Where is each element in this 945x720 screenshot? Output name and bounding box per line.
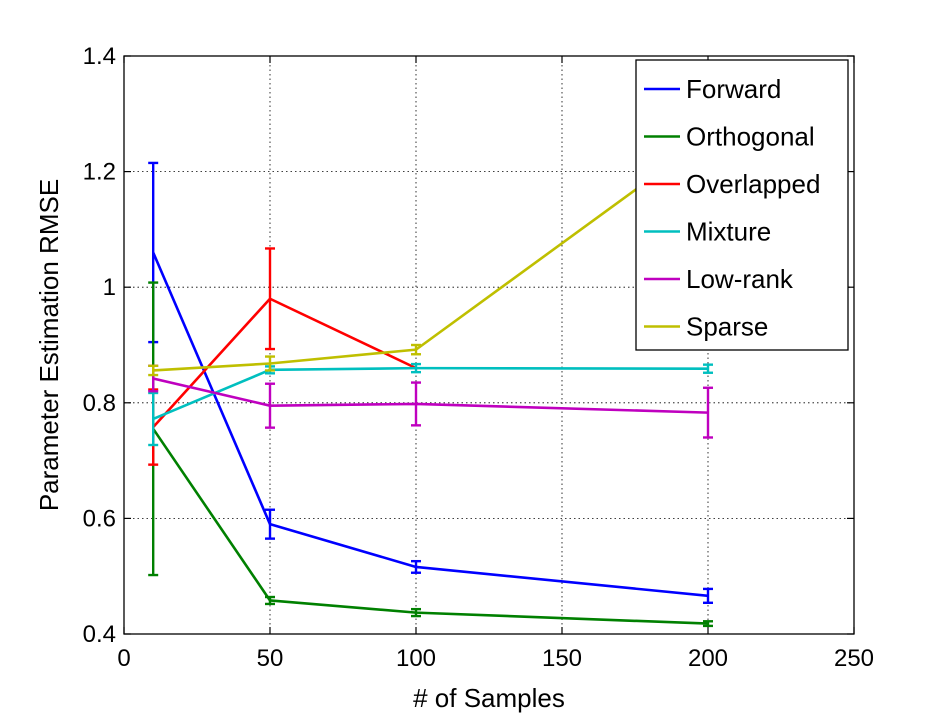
series-line-mixture	[152, 366, 709, 421]
y-tick-label: 1.2	[83, 159, 116, 186]
x-tick-label: 250	[834, 645, 874, 672]
legend-box	[635, 59, 849, 351]
legend-label: Overlapped	[686, 169, 820, 199]
x-tick-label: 100	[396, 645, 436, 672]
y-tick-label: 0.6	[83, 505, 116, 532]
series-line-orthogonal	[152, 428, 709, 625]
series-line-sparse	[153, 135, 709, 372]
series-layer	[148, 135, 713, 628]
legend-item-orthogonal: Orthogonal	[644, 122, 815, 152]
legend-label: Forward	[686, 74, 781, 104]
legend-item-low-rank: Low-rank	[644, 264, 794, 294]
legend-label: Orthogonal	[686, 122, 815, 152]
y-tick-label: 0.8	[83, 390, 116, 417]
axis-ticks: 0 50 100 150 200 250 0.4 0.6 0.8 1 1.2 1.4	[83, 43, 874, 672]
legend-label: Sparse	[686, 312, 768, 342]
x-axis-label: # of Samples	[413, 683, 565, 713]
plot-frame	[123, 55, 855, 635]
y-axis-label: Parameter Estimation RMSE	[34, 179, 64, 511]
legend-item-mixture: Mixture	[644, 217, 771, 247]
y-tick-label: 1.4	[83, 43, 116, 70]
y-tick-label: 1	[103, 274, 116, 301]
legend-item-overlapped: Overlapped	[644, 169, 820, 199]
legend-item-sparse: Sparse	[644, 312, 768, 342]
y-tick-label: 0.4	[83, 621, 116, 648]
x-tick-label: 50	[257, 645, 284, 672]
series-low-rank	[148, 364, 713, 439]
legend: Forward Orthogonal Overlapped Mixture Low-ra…	[635, 59, 849, 351]
legend-label: Mixture	[686, 217, 771, 247]
x-tick-label: 150	[542, 645, 582, 672]
series-line-forward	[152, 252, 709, 598]
legend-item-forward: Forward	[644, 74, 781, 104]
legend-label: Low-rank	[686, 264, 794, 294]
x-tick-label: 200	[688, 645, 728, 672]
series-sparse	[148, 135, 709, 377]
series-line-low-rank	[152, 377, 709, 414]
x-tick-label: 0	[117, 645, 130, 672]
